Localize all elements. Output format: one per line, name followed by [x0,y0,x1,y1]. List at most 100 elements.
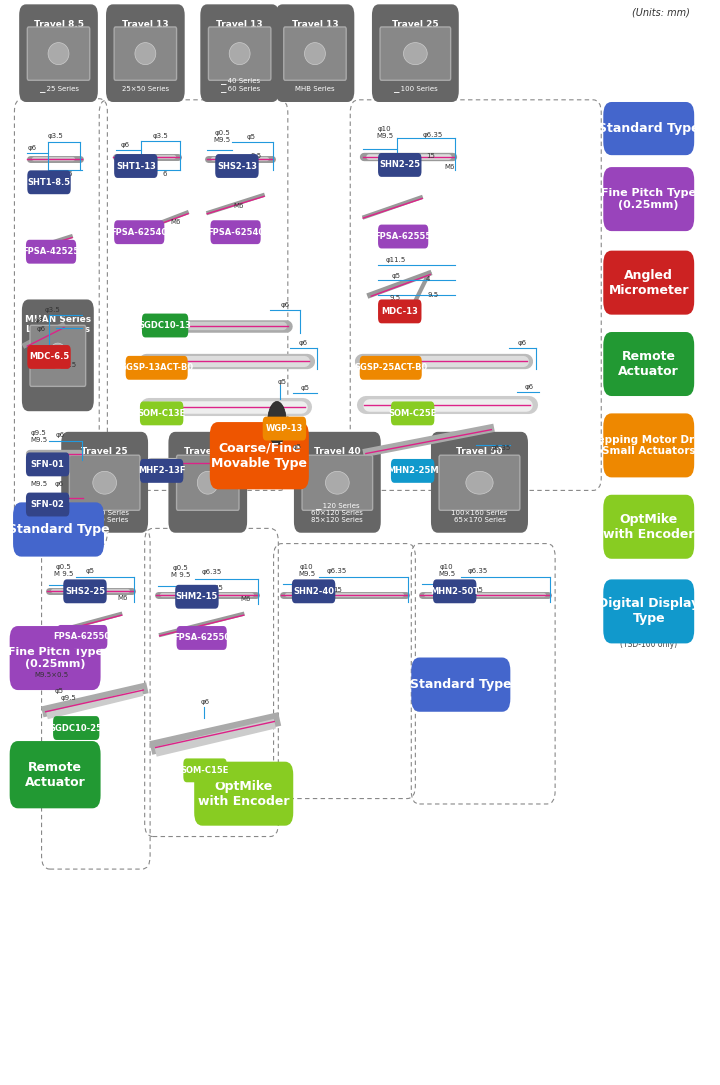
Text: φ0.5
M 9.5: φ0.5 M 9.5 [171,565,190,578]
Text: φ6: φ6 [299,340,308,346]
Ellipse shape [305,42,325,65]
FancyBboxPatch shape [142,314,188,337]
FancyBboxPatch shape [284,27,346,80]
Text: φ6: φ6 [525,384,534,391]
Text: MDC-13: MDC-13 [382,307,418,316]
Text: 9.5: 9.5 [251,153,261,159]
Text: M6: M6 [240,596,251,602]
Text: φ6.35: φ6.35 [202,569,222,575]
FancyBboxPatch shape [22,299,94,411]
FancyBboxPatch shape [378,299,421,323]
Text: FPSA-62555: FPSA-62555 [374,232,432,241]
Text: (TSD-100 only): (TSD-100 only) [620,640,678,649]
FancyBboxPatch shape [27,170,71,194]
FancyBboxPatch shape [380,27,451,80]
Text: φ5: φ5 [247,133,256,140]
Text: SOM-C15E: SOM-C15E [181,766,229,775]
Text: MDC-6.5: MDC-6.5 [29,353,69,361]
Text: M6: M6 [444,164,454,170]
FancyBboxPatch shape [30,326,86,386]
Text: φ8: φ8 [35,317,43,323]
FancyBboxPatch shape [69,456,140,510]
FancyBboxPatch shape [302,456,373,510]
Ellipse shape [48,343,67,369]
Text: 4: 4 [426,276,430,282]
Text: 15: 15 [214,585,223,591]
Text: 100×160 Series
65×170 Series: 100×160 Series 65×170 Series [451,510,508,523]
Text: MHAN Series
LMHB Series: MHAN Series LMHB Series [24,315,91,334]
Text: Travel 50: Travel 50 [456,447,503,456]
Text: FPSA-62540: FPSA-62540 [111,228,168,237]
FancyBboxPatch shape [19,4,98,102]
Text: Travel 13: Travel 13 [292,20,338,28]
FancyBboxPatch shape [57,625,107,649]
Text: Coarse/Fine
Movable Type: Coarse/Fine Movable Type [212,442,307,470]
Text: 6: 6 [162,170,166,177]
FancyBboxPatch shape [9,741,101,808]
Text: FPSA-62540: FPSA-62540 [207,228,264,237]
FancyBboxPatch shape [176,626,227,650]
Text: ▁ 40 Series
▁ 60 Series: ▁ 40 Series ▁ 60 Series [220,77,260,92]
Text: φ6: φ6 [27,144,37,151]
Text: φ5: φ5 [292,444,301,450]
Text: 7.5: 7.5 [66,361,76,368]
FancyBboxPatch shape [9,626,101,690]
Text: φ5: φ5 [277,379,287,385]
Text: φ6.35: φ6.35 [468,567,488,574]
Text: 4: 4 [43,502,48,509]
Text: FPSA-62550: FPSA-62550 [54,633,111,641]
FancyBboxPatch shape [184,758,227,782]
Ellipse shape [48,42,69,65]
Text: M9.5: M9.5 [30,481,48,487]
Text: φ10
M9.5: φ10 M9.5 [438,564,455,577]
Ellipse shape [229,42,250,65]
Text: φ6.35: φ6.35 [491,445,511,451]
FancyBboxPatch shape [210,422,309,489]
Text: 25×50 Series: 25×50 Series [122,86,169,92]
Text: ▁ 120 Series
60×120 Series
85×120 Series: ▁ 120 Series 60×120 Series 85×120 Series [312,502,364,523]
Ellipse shape [325,471,349,494]
Text: M6: M6 [170,219,181,226]
FancyBboxPatch shape [13,502,104,557]
Text: M4: M4 [36,241,46,247]
FancyBboxPatch shape [603,102,694,155]
Text: Travel 25: Travel 25 [392,20,438,28]
Text: WGP-13: WGP-13 [266,424,303,433]
Text: MHB Series: MHB Series [295,86,335,92]
Text: φ9.5
M9.5: φ9.5 M9.5 [30,430,48,443]
FancyBboxPatch shape [215,154,258,178]
FancyBboxPatch shape [209,27,271,80]
Text: φ10
M9.5: φ10 M9.5 [377,126,393,139]
FancyBboxPatch shape [439,456,520,510]
Text: φ10
M9.5: φ10 M9.5 [298,564,315,577]
Text: Remote
Actuator: Remote Actuator [24,761,86,789]
Text: Travel 15: Travel 15 [184,447,231,456]
Text: 15: 15 [426,153,435,159]
Ellipse shape [267,401,287,445]
Text: φ6: φ6 [56,432,65,438]
Text: φ0.5
M 9.5: φ0.5 M 9.5 [54,564,73,577]
Text: φ11.5: φ11.5 [386,257,406,264]
Text: 9.5: 9.5 [428,292,438,298]
Text: MHF2-13F: MHF2-13F [138,467,185,475]
Text: φ9.5: φ9.5 [60,694,76,701]
Text: φ3.5: φ3.5 [45,307,60,314]
Text: φ6: φ6 [281,302,289,308]
Text: φ3.5: φ3.5 [153,132,168,139]
FancyBboxPatch shape [603,495,694,559]
Ellipse shape [93,471,117,494]
Text: Fine Pitch Type
(0.25mm): Fine Pitch Type (0.25mm) [601,189,696,209]
FancyBboxPatch shape [26,452,69,476]
Text: MHN2-50T: MHN2-50T [430,587,480,596]
FancyBboxPatch shape [603,332,694,396]
Text: Stepping Motor Drive
Small Actuators: Stepping Motor Drive Small Actuators [585,435,712,456]
Text: 15: 15 [474,587,483,593]
Text: φ5: φ5 [85,567,94,574]
Ellipse shape [466,471,493,494]
Text: FPSA-42525: FPSA-42525 [22,247,80,256]
Text: 9.5: 9.5 [58,457,70,463]
FancyBboxPatch shape [411,658,510,712]
FancyBboxPatch shape [114,27,176,80]
Text: Travel 8.5: Travel 8.5 [34,20,84,28]
Text: Remote
Actuator: Remote Actuator [618,350,679,378]
